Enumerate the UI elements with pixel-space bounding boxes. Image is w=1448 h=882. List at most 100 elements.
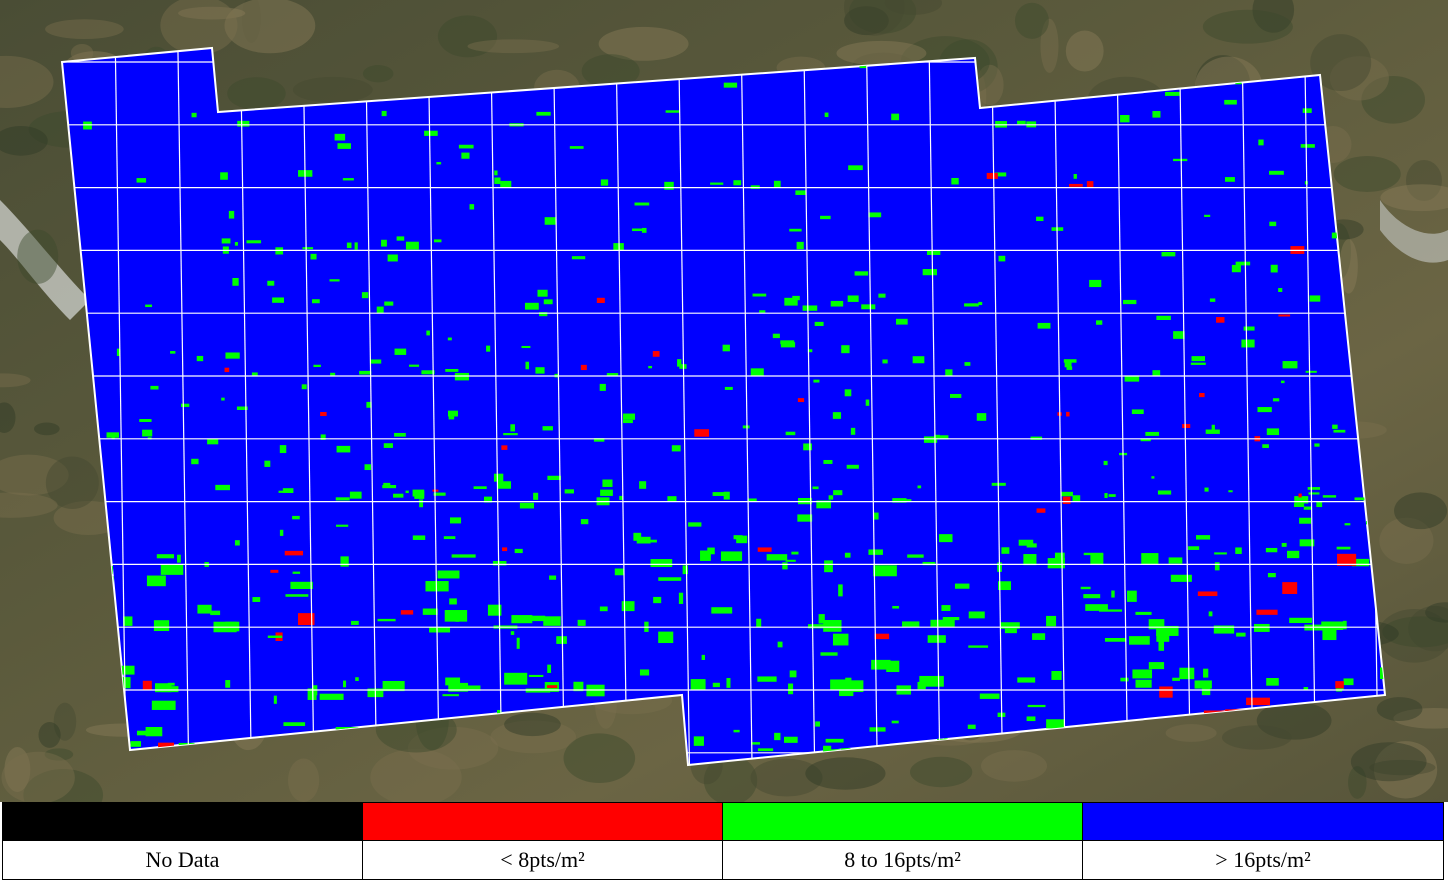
- density-patch: [891, 114, 899, 121]
- density-patch: [362, 292, 368, 298]
- density-patch: [1132, 669, 1152, 678]
- density-patch: [459, 145, 474, 149]
- density-patch: [803, 305, 818, 310]
- density-patch: [1278, 314, 1290, 316]
- density-patch: [644, 540, 657, 543]
- density-patch: [1136, 680, 1152, 688]
- density-patch: [397, 236, 405, 240]
- density-patch: [797, 514, 812, 521]
- density-patch: [826, 739, 844, 743]
- density-patch: [525, 362, 529, 370]
- density-patch: [83, 122, 92, 130]
- density-patch: [1203, 669, 1208, 678]
- density-patch: [1224, 100, 1237, 105]
- density-patch: [1063, 497, 1071, 504]
- density-patch: [1262, 444, 1269, 448]
- density-patch: [1273, 398, 1279, 401]
- density-patch: [753, 294, 767, 297]
- legend-label: > 16pts/m²: [1083, 841, 1443, 879]
- density-patch: [521, 346, 530, 348]
- density-patch: [1216, 317, 1224, 323]
- density-patch: [283, 722, 305, 726]
- density-patch: [1032, 633, 1045, 640]
- density-patch: [293, 572, 300, 574]
- density-patch: [1051, 671, 1061, 680]
- density-patch: [401, 610, 413, 614]
- density-patch: [503, 433, 518, 435]
- density-patch: [823, 460, 832, 464]
- density-patch: [252, 372, 258, 375]
- density-patch: [815, 721, 820, 726]
- density-patch: [1299, 518, 1311, 524]
- density-patch: [225, 680, 230, 688]
- density-patch: [382, 111, 387, 116]
- density-patch: [861, 304, 875, 309]
- density-patch: [1281, 381, 1285, 384]
- density-patch: [622, 601, 635, 611]
- density-patch: [1314, 443, 1319, 446]
- density-patch: [279, 491, 290, 493]
- terrain-blob: [910, 757, 972, 787]
- density-patch: [820, 216, 831, 219]
- density-patch: [1333, 430, 1345, 433]
- density-patch: [892, 606, 899, 609]
- density-patch: [851, 428, 855, 435]
- density-patch: [784, 737, 798, 743]
- density-patch: [773, 334, 780, 338]
- terrain-blob: [981, 750, 1047, 782]
- density-patch: [312, 299, 320, 303]
- density-patch: [537, 290, 547, 297]
- terrain-blob: [1334, 156, 1401, 192]
- density-patch: [139, 419, 151, 422]
- density-patch: [268, 636, 282, 638]
- density-patch: [798, 398, 804, 402]
- density-patch: [393, 494, 403, 498]
- density-patch: [951, 178, 958, 184]
- density-patch: [1343, 621, 1347, 629]
- density-patch: [757, 676, 776, 681]
- density-patch: [292, 516, 300, 519]
- density-patch: [1316, 502, 1322, 507]
- density-patch: [1228, 490, 1232, 492]
- density-patch: [913, 356, 925, 363]
- density-patch: [710, 183, 723, 185]
- density-patch: [1258, 140, 1263, 146]
- density-patch: [1332, 425, 1337, 429]
- density-patch: [639, 481, 646, 489]
- density-patch: [424, 131, 438, 136]
- density-patch: [688, 522, 701, 526]
- legend-label: < 8pts/m²: [363, 841, 723, 879]
- density-patch: [950, 394, 961, 398]
- terrain-blob: [1394, 492, 1447, 529]
- density-patch: [642, 228, 647, 233]
- coverage-area: [62, 48, 1385, 765]
- density-patch: [803, 443, 812, 450]
- density-patch: [425, 581, 448, 591]
- density-patch: [635, 203, 650, 206]
- terrain-blob: [363, 65, 394, 82]
- terrain-blob: [1222, 725, 1292, 750]
- density-patch: [677, 359, 681, 367]
- density-patch: [252, 597, 260, 602]
- density-patch: [780, 340, 794, 344]
- density-patch: [1028, 705, 1046, 707]
- density-patch: [823, 620, 841, 632]
- density-patch: [337, 143, 351, 149]
- density-patch: [945, 369, 952, 375]
- density-patch: [449, 416, 455, 419]
- density-patch: [820, 652, 837, 655]
- density-patch: [434, 239, 441, 242]
- density-patch: [758, 748, 773, 751]
- density-patch: [191, 459, 198, 464]
- density-patch: [623, 420, 633, 423]
- density-patch: [878, 294, 885, 298]
- density-patch: [1287, 551, 1299, 558]
- density-patch: [1105, 638, 1126, 642]
- density-patch: [461, 153, 469, 159]
- density-patch: [1301, 144, 1315, 148]
- density-patch: [572, 256, 585, 259]
- density-patch: [1145, 432, 1159, 436]
- density-patch: [1017, 677, 1035, 682]
- density-patch: [1159, 686, 1172, 697]
- density-patch: [365, 464, 371, 470]
